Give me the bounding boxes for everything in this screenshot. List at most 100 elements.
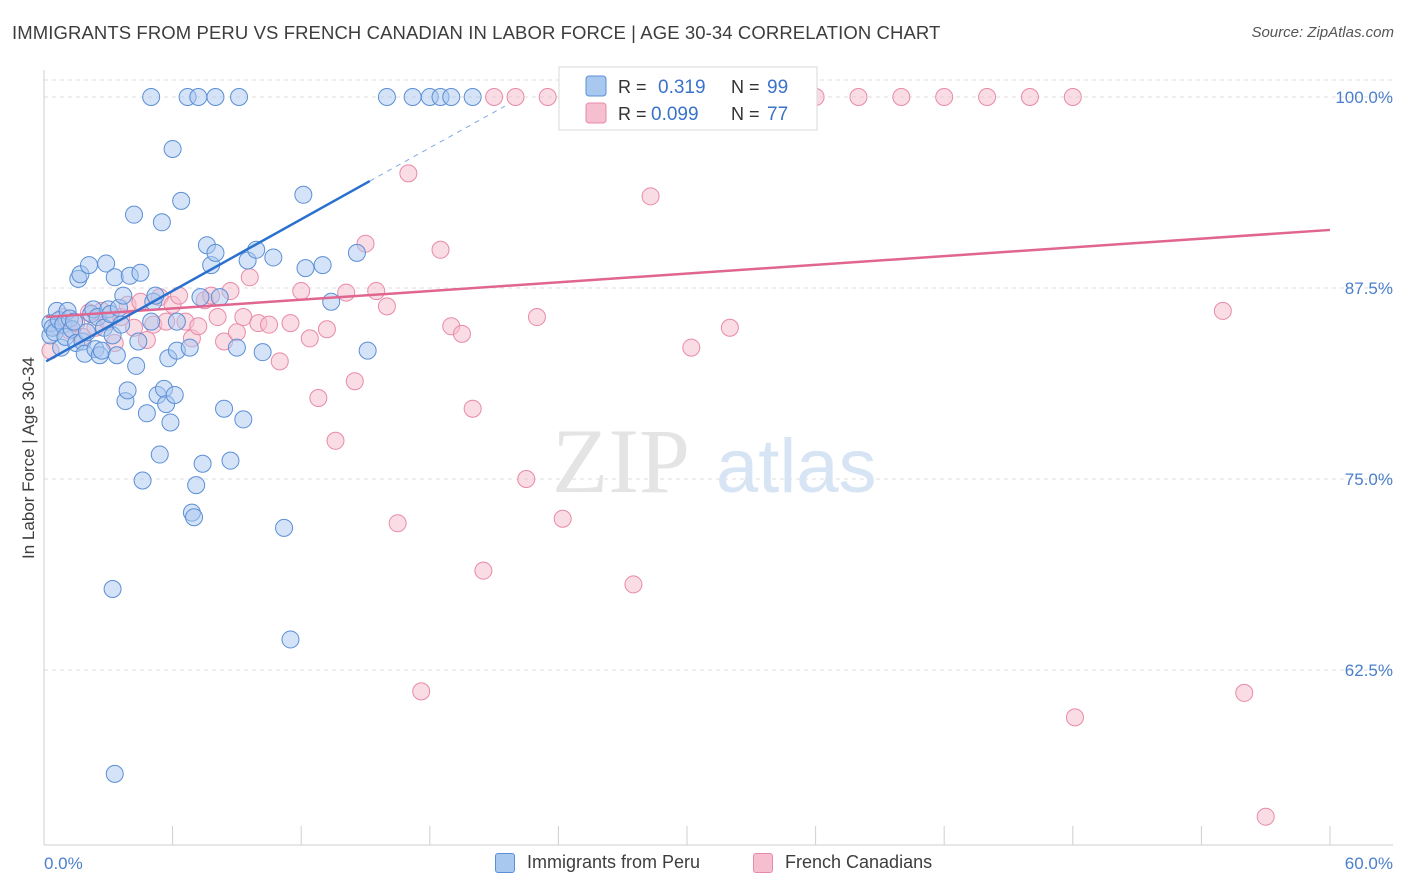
peru-point xyxy=(463,88,482,106)
french-canadians-point xyxy=(849,88,868,106)
peru-point xyxy=(80,256,99,275)
peru-point xyxy=(142,88,161,106)
peru-point xyxy=(172,191,191,210)
legend-item-french[interactable]: French Canadians xyxy=(753,852,932,873)
y-tick-label: 100.0% xyxy=(1335,88,1393,107)
french-canadians-point xyxy=(309,389,328,408)
legend-swatch-peru-bottom xyxy=(495,852,515,873)
french-canadians-point xyxy=(189,317,208,336)
peru-point xyxy=(185,508,204,527)
x-tick-label-max: 60.0% xyxy=(1345,854,1393,873)
french-canadians-point xyxy=(399,164,418,183)
watermark-zip: ZIP xyxy=(552,410,690,512)
french-canadians-point xyxy=(527,308,546,327)
peru-point xyxy=(92,341,111,360)
peru-point xyxy=(165,385,184,404)
legend-n-value-peru: 99 xyxy=(767,77,788,98)
peru-point xyxy=(163,139,182,158)
trendlines xyxy=(45,105,1331,363)
y-axis-label: In Labor Force | Age 30-34 xyxy=(19,357,38,559)
french-canadians-point xyxy=(935,88,954,106)
french-canadians-point xyxy=(367,282,386,301)
peru-point xyxy=(253,343,272,362)
legend-item-peru[interactable]: Immigrants from Peru xyxy=(495,852,700,873)
peru-point xyxy=(264,248,283,267)
peru-point xyxy=(296,259,315,278)
peru-point xyxy=(442,88,461,106)
peru-point xyxy=(105,764,124,783)
peru-point xyxy=(206,88,225,106)
peru-point xyxy=(125,205,144,224)
peru-point xyxy=(221,451,240,470)
french-canadians-point xyxy=(553,509,572,528)
french-canadians-point xyxy=(326,431,345,450)
watermark-atlas: atlas xyxy=(716,424,877,509)
peru-point xyxy=(193,454,212,473)
y-tick-labels: 62.5% 75.0% 87.5% 100.0% xyxy=(1335,88,1393,680)
legend-n-label-french: N = xyxy=(731,104,760,124)
french-canadians-point xyxy=(292,282,311,301)
peru-point xyxy=(152,213,171,232)
legend-r-label-french: R = xyxy=(618,104,647,124)
peru-point xyxy=(105,268,124,287)
chart-title: IMMIGRANTS FROM PERU VS FRENCH CANADIAN … xyxy=(12,22,941,43)
french-canadians-point xyxy=(337,283,356,302)
legend-n-value-french: 77 xyxy=(767,104,788,125)
legend-r-label-peru: R = xyxy=(618,77,647,97)
peru-point xyxy=(103,580,122,599)
peru-point xyxy=(133,471,152,490)
x-ticks xyxy=(43,826,1331,845)
french-canadians-point xyxy=(517,470,536,488)
peru-point xyxy=(191,288,210,307)
peru-point xyxy=(358,341,377,360)
french-canadians-point xyxy=(682,338,701,357)
french-canadians-point xyxy=(240,268,259,287)
peru-point xyxy=(65,312,84,331)
peru-point xyxy=(294,185,313,204)
peru-points xyxy=(41,88,482,783)
french-canadians-point xyxy=(208,308,227,327)
axes xyxy=(43,70,1393,846)
peru-point xyxy=(322,292,341,311)
peru-point xyxy=(275,518,294,537)
legend-n-label-peru: N = xyxy=(731,77,760,97)
peru-point xyxy=(107,346,126,365)
french-canadians-point xyxy=(431,240,450,259)
peru-point xyxy=(129,332,148,351)
french-canadians-point xyxy=(892,88,911,106)
french-canadians-point xyxy=(412,682,431,701)
french-canadians-point xyxy=(641,187,660,206)
french-canadians-point xyxy=(388,514,407,533)
peru-point xyxy=(137,404,156,423)
legend-top: R = 0.319 N = 99 R = 0.099 N = 77 xyxy=(558,66,818,131)
peru-point xyxy=(150,445,169,464)
french-canadians-point xyxy=(1065,708,1084,727)
french-canadians-point xyxy=(452,324,471,343)
french-canadians-point xyxy=(1213,301,1232,320)
y-tick-label: 87.5% xyxy=(1345,279,1393,298)
french-canadians-point xyxy=(720,318,739,337)
gridlines xyxy=(44,79,1393,671)
legend-r-value-peru: 0.319 xyxy=(658,77,706,98)
watermark: ZIP atlas xyxy=(552,410,877,512)
french-canadians-point xyxy=(474,561,493,580)
peru-point xyxy=(227,338,246,357)
french-canadians-point xyxy=(506,88,525,106)
peru-point xyxy=(189,88,208,106)
legend-swatch-french xyxy=(585,102,607,124)
french-canadians-point xyxy=(281,314,300,333)
french-canadians-point xyxy=(1256,807,1275,826)
peru-point xyxy=(215,399,234,418)
french-canadians-point xyxy=(317,320,336,339)
french-canadians-point xyxy=(270,352,289,371)
peru-point xyxy=(377,88,396,106)
french-canadians-point xyxy=(1063,88,1082,106)
french-canadians-point xyxy=(234,308,253,327)
peru-point xyxy=(127,356,146,375)
french-canadians-point xyxy=(1235,683,1254,702)
peru-point xyxy=(234,410,253,429)
legend-r-value-french: 0.099 xyxy=(651,104,699,125)
french-canadians-point xyxy=(485,88,504,106)
peru-trendline-extension xyxy=(369,105,506,182)
peru-trendline xyxy=(45,179,371,363)
